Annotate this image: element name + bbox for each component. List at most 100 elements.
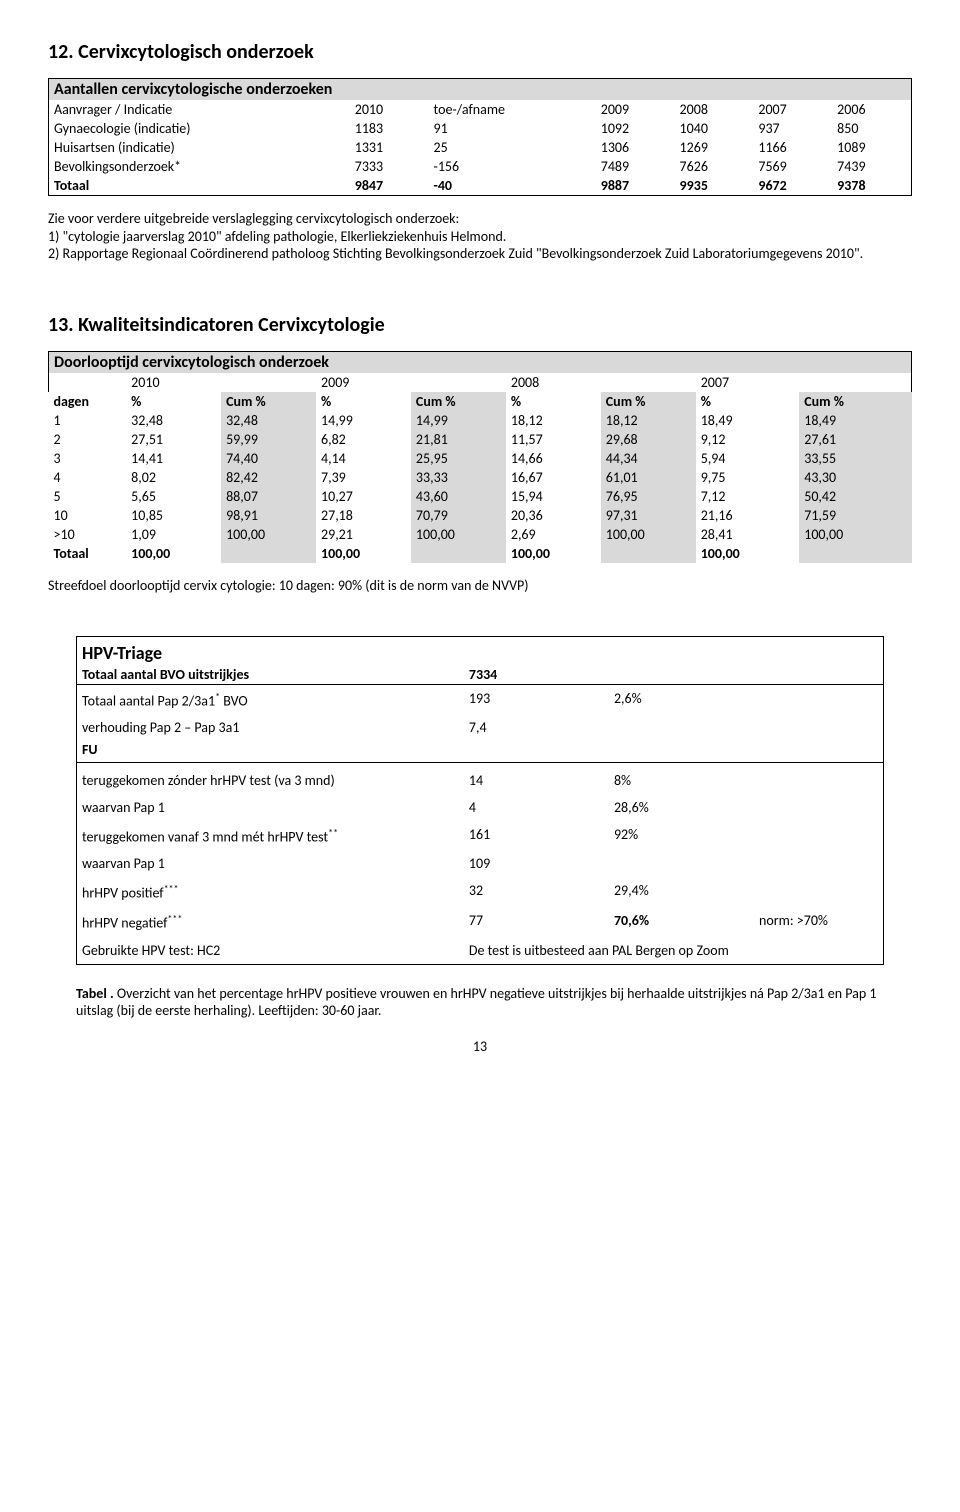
hpv-table: HPV-Triage Totaal aantal BVO uitstrijkje… <box>77 641 883 960</box>
cell: 100,00 <box>601 525 696 544</box>
caption-pre: Tabel . <box>76 985 114 1002</box>
cell: 7,39 <box>316 468 411 487</box>
cell: 71,59 <box>799 506 911 525</box>
cell: 4 <box>49 468 127 487</box>
table-total-row: Totaal 9847 -40 9887 9935 9672 9378 <box>49 176 911 195</box>
cell <box>411 373 506 392</box>
norm: norm: >70% <box>754 911 883 933</box>
cell: 7333 <box>350 157 429 176</box>
cell: 14,99 <box>316 411 411 430</box>
cell: 1 <box>49 411 127 430</box>
cell: 25 <box>429 138 596 157</box>
cell: 9887 <box>596 176 675 195</box>
value: 29,4% <box>609 881 754 903</box>
cell: 850 <box>832 119 911 138</box>
cell: 1183 <box>350 119 429 138</box>
section12-table: Aantallen cervixcytologische onderzoeken… <box>49 79 911 195</box>
label: teruggekomen zónder hrHPV test (va 3 mnd… <box>77 771 464 790</box>
value: 4 <box>464 798 609 817</box>
table-row: Huisartsen (indicatie)133125130612691166… <box>49 138 911 157</box>
cell: 9935 <box>675 176 754 195</box>
cell <box>601 544 696 563</box>
cell: 88,07 <box>221 487 316 506</box>
col: toe-/afname <box>429 100 596 119</box>
cell <box>221 544 316 563</box>
value: 7334 <box>464 665 609 685</box>
cell: 100,00 <box>221 525 316 544</box>
cell <box>221 373 316 392</box>
cell: Cum % <box>601 392 696 411</box>
cell: % <box>126 392 221 411</box>
table-row: >101,09100,0029,21100,002,69100,0028,411… <box>49 525 912 544</box>
value <box>609 665 754 685</box>
cell: % <box>696 392 800 411</box>
table-row: 132,4832,4814,9914,9918,1218,1218,4918,4… <box>49 411 912 430</box>
cell: 16,67 <box>506 468 601 487</box>
cell <box>799 373 911 392</box>
cell: 7569 <box>753 157 832 176</box>
cell: 50,42 <box>799 487 911 506</box>
cell <box>601 373 696 392</box>
cell <box>411 544 506 563</box>
cell: 7489 <box>596 157 675 176</box>
table-header: Doorlooptijd cervixcytologisch onderzoek <box>49 351 912 373</box>
cell: 27,18 <box>316 506 411 525</box>
cell: 20,36 <box>506 506 601 525</box>
cell: 76,95 <box>601 487 696 506</box>
label: verhouding Pap 2 – Pap 3a1 <box>77 718 464 737</box>
cell: Cum % <box>799 392 911 411</box>
year-row: 2010 2009 2008 2007 <box>49 373 912 392</box>
cell: 14,99 <box>411 411 506 430</box>
cell: 2009 <box>316 373 411 392</box>
col: 2007 <box>753 100 832 119</box>
cell: 74,40 <box>221 449 316 468</box>
cell: 5 <box>49 487 127 506</box>
cell: 2007 <box>696 373 800 392</box>
cell: 1269 <box>675 138 754 157</box>
cell: Bevolkingsonderzoek* <box>49 157 350 176</box>
hpv-table-box: HPV-Triage Totaal aantal BVO uitstrijkje… <box>76 636 884 965</box>
cell: % <box>506 392 601 411</box>
cell: 6,82 <box>316 430 411 449</box>
cell: 937 <box>753 119 832 138</box>
cell: 8,02 <box>126 468 221 487</box>
cell: 70,79 <box>411 506 506 525</box>
cell <box>799 544 911 563</box>
label: waarvan Pap 1 <box>77 854 464 873</box>
label: waarvan Pap 1 <box>77 798 464 817</box>
cell: 33,33 <box>411 468 506 487</box>
table-row: Gynaecologie (indicatie)1183911092104093… <box>49 119 911 138</box>
table-row: 1010,8598,9127,1870,7920,3697,3121,1671,… <box>49 506 912 525</box>
total-row: Totaal 100,00 100,00 100,00 100,00 <box>49 544 912 563</box>
value: 193 <box>464 689 609 711</box>
cell: >10 <box>49 525 127 544</box>
cell: 100,00 <box>316 544 411 563</box>
cell: 18,12 <box>506 411 601 430</box>
table-row: 314,4174,404,1425,9514,6644,345,9433,55 <box>49 449 912 468</box>
cell: 9,75 <box>696 468 800 487</box>
cell: 2 <box>49 430 127 449</box>
cell: 5,94 <box>696 449 800 468</box>
cell: 43,30 <box>799 468 911 487</box>
cell: 2,69 <box>506 525 601 544</box>
cell: 11,57 <box>506 430 601 449</box>
cell: 18,12 <box>601 411 696 430</box>
cell: 15,94 <box>506 487 601 506</box>
cell: 7,12 <box>696 487 800 506</box>
value: 70,6% <box>609 911 754 933</box>
cell: Cum % <box>221 392 316 411</box>
value: 161 <box>464 825 609 847</box>
section13-table-wrap: Doorlooptijd cervixcytologisch onderzoek… <box>48 351 912 563</box>
cell: 7626 <box>675 157 754 176</box>
table-row: 55,6588,0710,2743,6015,9476,957,1250,42 <box>49 487 912 506</box>
cell: 5,65 <box>126 487 221 506</box>
cell: dagen <box>49 392 127 411</box>
cell: 2008 <box>506 373 601 392</box>
cell: 10 <box>49 506 127 525</box>
note2: 2) Rapportage Regionaal Coördinerend pat… <box>48 245 912 263</box>
cell: 100,00 <box>799 525 911 544</box>
cell: 1092 <box>596 119 675 138</box>
value: 28,6% <box>609 798 754 817</box>
streefdoel: Streefdoel doorlooptijd cervix cytologie… <box>48 577 912 595</box>
table-row: 48,0282,427,3933,3316,6761,019,7543,30 <box>49 468 912 487</box>
